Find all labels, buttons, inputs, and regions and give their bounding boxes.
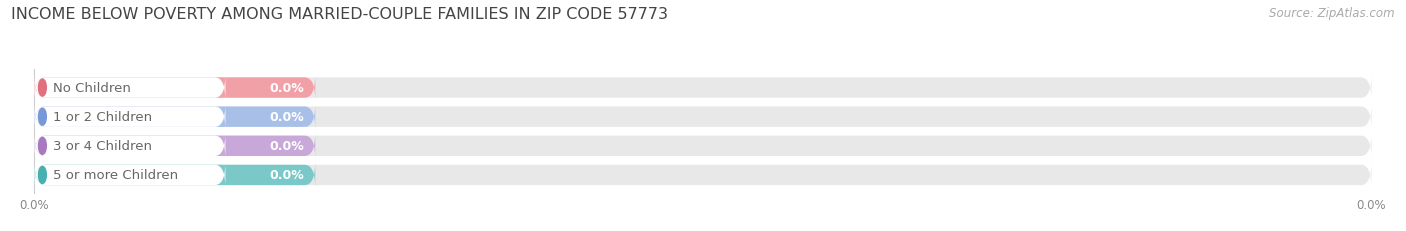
FancyBboxPatch shape [35,75,225,101]
Circle shape [38,80,46,97]
FancyBboxPatch shape [35,104,315,130]
FancyBboxPatch shape [35,133,225,159]
Circle shape [38,109,46,126]
FancyBboxPatch shape [35,75,315,101]
Text: Source: ZipAtlas.com: Source: ZipAtlas.com [1270,7,1395,20]
Text: 5 or more Children: 5 or more Children [53,169,179,182]
Text: 0.0%: 0.0% [270,111,305,124]
Text: No Children: No Children [53,82,131,95]
FancyBboxPatch shape [35,162,1371,188]
Text: 1 or 2 Children: 1 or 2 Children [53,111,152,124]
FancyBboxPatch shape [35,75,1371,101]
Text: INCOME BELOW POVERTY AMONG MARRIED-COUPLE FAMILIES IN ZIP CODE 57773: INCOME BELOW POVERTY AMONG MARRIED-COUPL… [11,7,668,22]
Circle shape [38,167,46,184]
FancyBboxPatch shape [35,104,225,130]
FancyBboxPatch shape [35,162,315,188]
FancyBboxPatch shape [35,133,1371,159]
Text: 0.0%: 0.0% [270,82,305,95]
Circle shape [38,138,46,155]
Text: 0.0%: 0.0% [270,140,305,153]
FancyBboxPatch shape [35,104,1371,130]
Text: 0.0%: 0.0% [270,169,305,182]
Text: 3 or 4 Children: 3 or 4 Children [53,140,152,153]
FancyBboxPatch shape [35,162,225,188]
FancyBboxPatch shape [35,133,315,159]
